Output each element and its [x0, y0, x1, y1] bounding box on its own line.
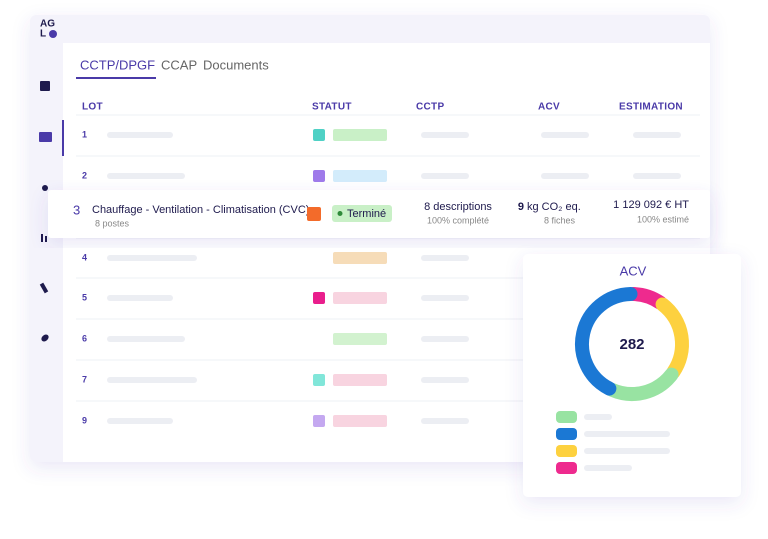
placeholder	[541, 132, 589, 138]
status-icon	[313, 170, 325, 182]
lot-number: 1	[82, 129, 87, 139]
status-icon	[313, 415, 325, 427]
status-pill	[332, 205, 392, 222]
status-icon	[313, 292, 325, 304]
acv-unit: kg CO₂ eq.	[527, 201, 581, 213]
placeholder	[584, 414, 612, 420]
legend-swatch	[556, 462, 577, 474]
placeholder	[421, 173, 469, 179]
placeholder	[584, 465, 632, 471]
lot-number: 2	[82, 170, 87, 180]
status-pill	[333, 170, 387, 182]
placeholder	[421, 295, 469, 301]
placeholder	[421, 336, 469, 342]
status-pill	[333, 129, 387, 141]
donut-segment	[605, 367, 679, 401]
status-icon	[313, 374, 325, 386]
status-icon	[313, 129, 325, 141]
tab[interactable]: Documents	[203, 57, 269, 72]
center-label: 282	[619, 336, 644, 353]
acv-value: 9	[518, 201, 524, 213]
tab-underline	[76, 77, 156, 79]
placeholder	[584, 431, 670, 437]
estimation-sub: 100% estimé	[637, 214, 689, 224]
cctp: 8 descriptions	[424, 201, 492, 213]
placeholder	[421, 377, 469, 383]
sidebar-icons	[39, 81, 52, 342]
lot-number: 7	[82, 374, 87, 384]
lot-number: 5	[82, 292, 87, 302]
placeholder	[107, 132, 173, 138]
status: Terminé	[347, 208, 386, 220]
placeholder	[421, 418, 469, 424]
lot-sub: 8 postes	[95, 218, 130, 228]
cctp-sub: 100% complété	[427, 215, 489, 225]
tab[interactable]: CCTP/DPGF	[80, 57, 155, 72]
placeholder	[107, 173, 185, 179]
active-indicator	[62, 120, 64, 156]
column-header: LOT	[82, 102, 103, 113]
status-pill	[333, 252, 387, 264]
lot-name: Chauffage - Ventilation - Climatisation …	[92, 204, 309, 216]
placeholder	[107, 336, 185, 342]
legend-swatch	[556, 445, 577, 457]
tab[interactable]: CCAP	[161, 57, 197, 72]
placeholder	[633, 173, 681, 179]
lot-number: 4	[82, 252, 87, 262]
estimation: 1 129 092 € HT	[613, 199, 689, 211]
placeholder	[584, 448, 670, 454]
placeholder	[633, 132, 681, 138]
column-header: ACV	[538, 102, 560, 113]
donut-segment	[655, 297, 689, 380]
status-pill	[333, 292, 387, 304]
column-header: ESTIMATION	[619, 102, 683, 113]
chart-title: ACV	[620, 263, 647, 278]
placeholder	[107, 295, 173, 301]
logo: AG	[40, 19, 55, 30]
acv-card	[523, 254, 741, 497]
legend-swatch	[556, 411, 577, 423]
status-pill	[333, 374, 387, 386]
lot-number: 6	[82, 333, 87, 343]
status-pill	[333, 415, 387, 427]
placeholder	[541, 173, 589, 179]
legend-swatch	[556, 428, 577, 440]
donut-segment	[575, 287, 638, 396]
placeholder	[107, 418, 173, 424]
status-pill	[333, 333, 387, 345]
acv-sub: 8 fiches	[544, 215, 576, 225]
status-icon	[307, 207, 321, 221]
placeholder	[107, 377, 197, 383]
placeholder	[107, 255, 197, 261]
column-header: STATUT	[312, 102, 352, 113]
placeholder	[421, 255, 469, 261]
lot-number: 3	[73, 202, 80, 217]
placeholder	[421, 132, 469, 138]
column-header: CCTP	[416, 102, 444, 113]
lot-number: 9	[82, 415, 87, 425]
logo-dot	[49, 30, 57, 38]
status-dot	[337, 211, 343, 216]
logo: L	[40, 29, 46, 40]
